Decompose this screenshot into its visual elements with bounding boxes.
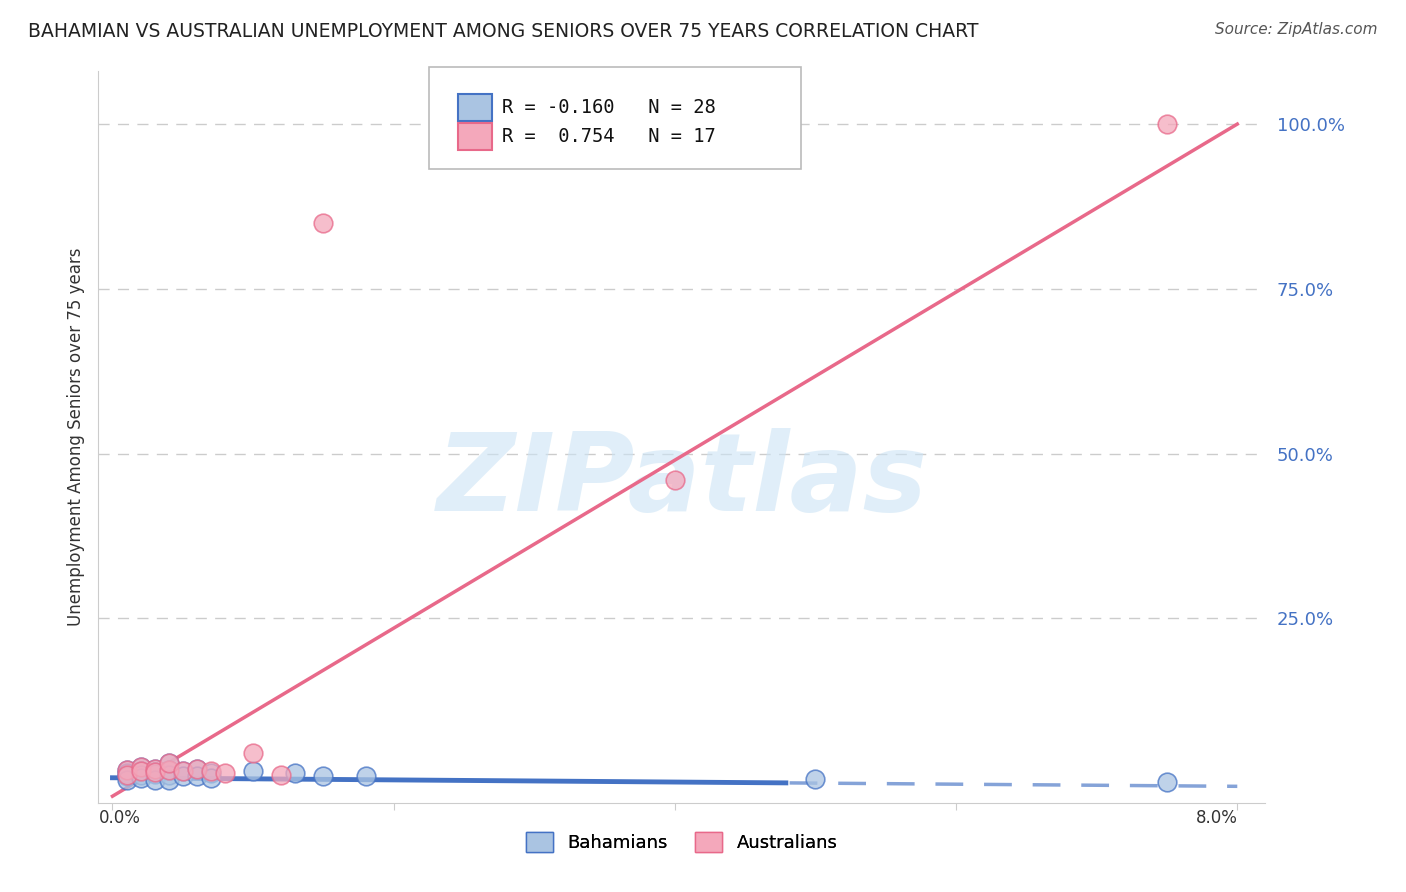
Point: [115, 768, 138, 782]
Point: [242, 764, 264, 779]
Point: [242, 747, 264, 761]
Point: [129, 759, 152, 773]
Point: [143, 762, 166, 776]
Point: [115, 763, 138, 777]
Text: R =  0.754   N = 17: R = 0.754 N = 17: [502, 128, 716, 146]
Point: [143, 762, 166, 776]
Point: [129, 759, 152, 773]
Point: [200, 766, 222, 780]
Point: [214, 766, 236, 780]
Text: ZIPatlas: ZIPatlas: [436, 428, 928, 534]
Point: [157, 768, 180, 782]
Point: [115, 772, 138, 787]
Point: [157, 763, 180, 777]
Point: [157, 756, 180, 771]
Point: [115, 766, 138, 780]
Text: 0.0%: 0.0%: [98, 809, 141, 828]
Point: [1156, 774, 1178, 789]
Point: [157, 756, 180, 771]
Point: [186, 762, 208, 776]
Point: [143, 765, 166, 780]
Point: [143, 772, 166, 787]
Point: [312, 769, 335, 783]
Point: [186, 769, 208, 783]
Point: [804, 772, 827, 786]
Text: 8.0%: 8.0%: [1195, 809, 1237, 828]
Point: [129, 768, 152, 782]
Point: [129, 764, 152, 779]
Point: [1156, 117, 1178, 131]
Point: [143, 766, 166, 780]
Point: [157, 773, 180, 788]
Point: [186, 762, 208, 776]
Point: [172, 764, 194, 779]
Text: R = -0.160   N = 28: R = -0.160 N = 28: [502, 97, 716, 117]
Point: [664, 473, 686, 487]
Point: [312, 216, 335, 230]
Point: [270, 768, 292, 782]
Text: Source: ZipAtlas.com: Source: ZipAtlas.com: [1215, 22, 1378, 37]
Point: [284, 766, 307, 780]
Point: [172, 769, 194, 783]
Point: [143, 765, 166, 780]
Point: [115, 769, 138, 783]
Point: [354, 769, 377, 783]
Y-axis label: Unemployment Among Seniors over 75 years: Unemployment Among Seniors over 75 years: [66, 248, 84, 626]
Text: BAHAMIAN VS AUSTRALIAN UNEMPLOYMENT AMONG SENIORS OVER 75 YEARS CORRELATION CHAR: BAHAMIAN VS AUSTRALIAN UNEMPLOYMENT AMON…: [28, 22, 979, 41]
Point: [172, 764, 194, 779]
Point: [200, 771, 222, 785]
Point: [129, 771, 152, 785]
Point: [115, 763, 138, 777]
Point: [129, 764, 152, 779]
Point: [200, 764, 222, 779]
Legend: Bahamians, Australians: Bahamians, Australians: [519, 825, 845, 860]
Point: [157, 763, 180, 777]
